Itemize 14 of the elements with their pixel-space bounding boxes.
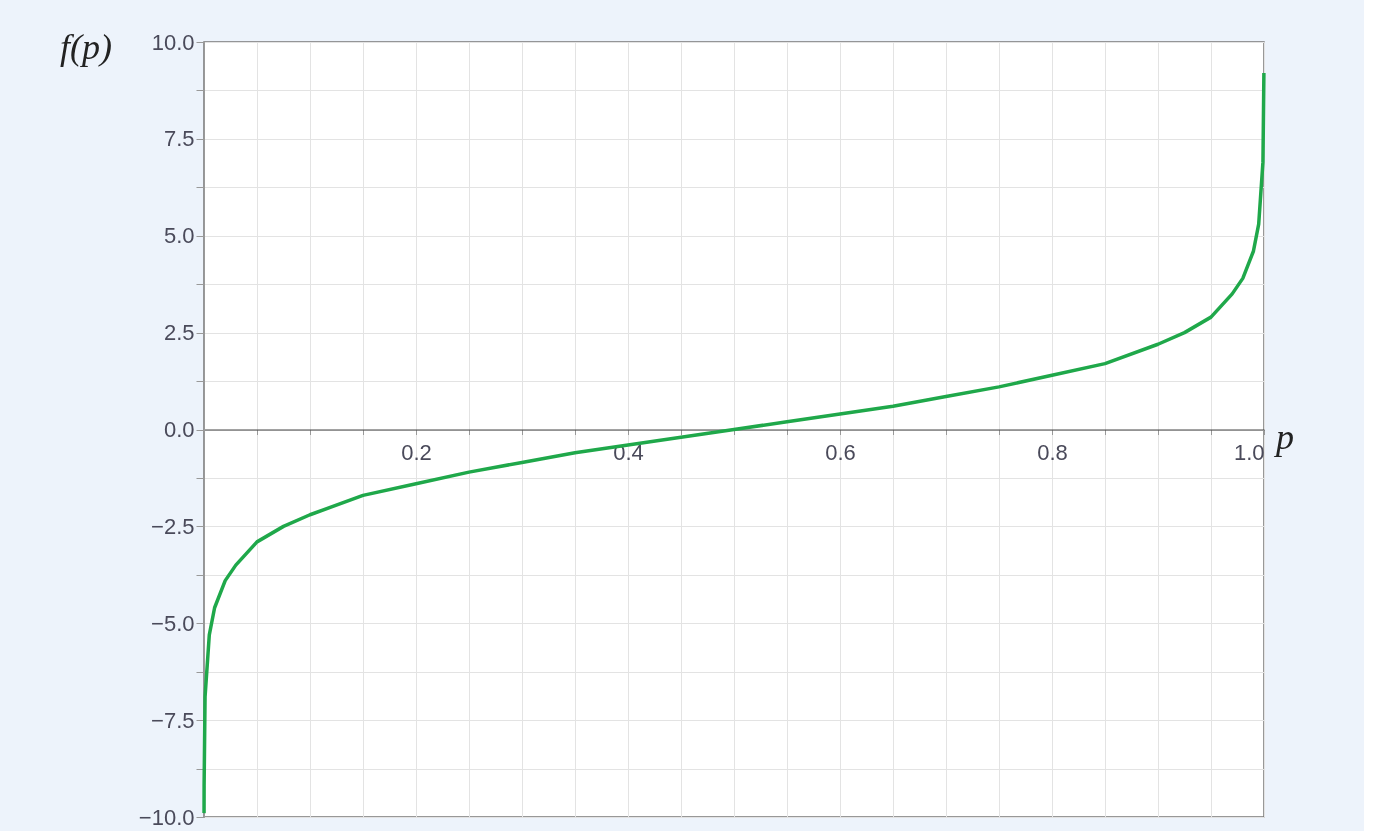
y-tick-label: 10.0 [151,29,195,55]
x-tick-label: 0.8 [1037,440,1068,465]
x-tick-label: 0.6 [825,440,856,465]
y-tick-label: 7.5 [163,126,195,152]
x-axis-title: p [1273,416,1294,457]
y-tick-label: 0.0 [163,417,195,442]
y-tick-label: −10.0 [138,804,195,830]
y-tick-label: 2.5 [163,320,195,346]
y-tick-label: −2.5 [151,513,195,539]
y-tick-label: 5.0 [163,223,195,249]
x-tick-label: 0.2 [401,440,432,465]
y-tick-label: −5.0 [151,610,195,636]
y-tick-label: −7.5 [151,707,195,733]
y-axis-title: f(p) [60,27,112,67]
